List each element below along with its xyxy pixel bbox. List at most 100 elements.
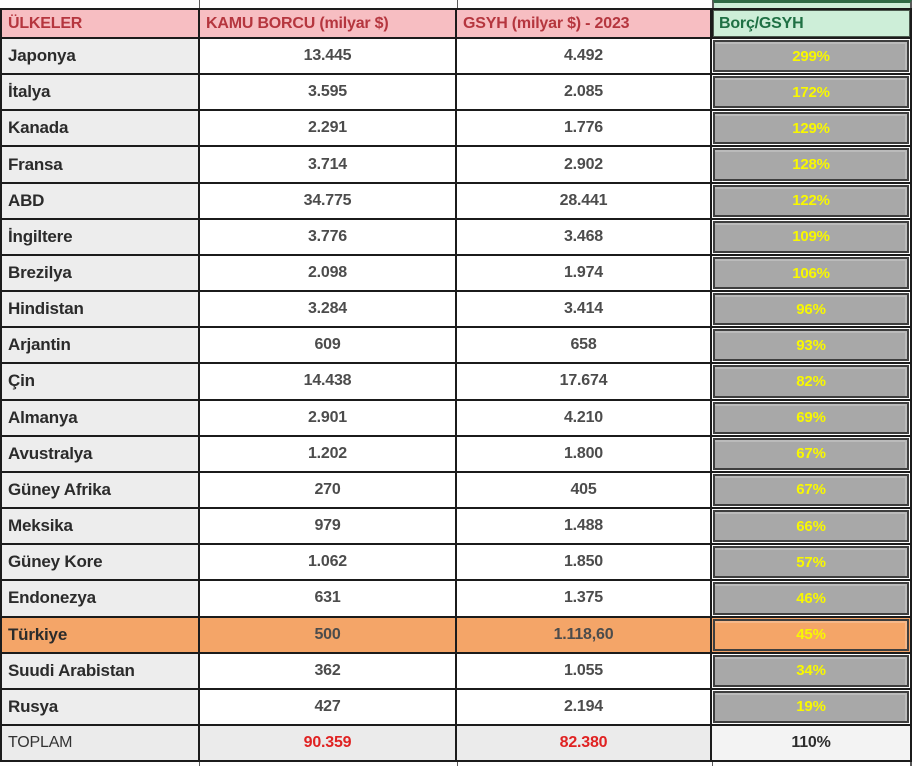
country-cell: Almanya — [2, 400, 200, 435]
gdp-cell: 1.850 — [457, 545, 712, 580]
country-cell: Arjantin — [2, 328, 200, 363]
cutoff-cell — [200, 762, 458, 766]
cutoff-cell — [458, 0, 713, 8]
gdp-cell: 17.674 — [457, 364, 712, 399]
ratio-cell: 45% — [712, 617, 910, 652]
ratio-chip: 67% — [713, 473, 909, 507]
header-gdp: GSYH (milyar $) - 2023 — [457, 10, 712, 37]
country-cell: İngiltere — [2, 219, 200, 254]
table-row: Kanada 2.291 1.776 129% — [2, 111, 910, 148]
gdp-cell: 405 — [457, 472, 712, 508]
ratio-cell: 46% — [712, 581, 910, 616]
debt-cell: 34.775 — [200, 183, 457, 218]
country-cell: Avustralya — [2, 436, 200, 471]
table-row: Almanya 2.901 4.210 69% — [2, 400, 910, 437]
ratio-cell: 128% — [712, 147, 910, 182]
gdp-cell: 1.488 — [457, 509, 712, 544]
debt-cell: 2.291 — [200, 111, 457, 146]
country-cell: Çin — [2, 364, 200, 399]
gdp-cell: 1.375 — [457, 581, 712, 616]
table-row: Güney Kore 1.062 1.850 57% — [2, 545, 910, 582]
country-cell: Fransa — [2, 147, 200, 182]
ratio-chip: 19% — [713, 690, 909, 723]
table-row: Çin 14.438 17.674 82% — [2, 364, 910, 401]
cutoff-row-bottom — [0, 762, 912, 766]
ratio-cell: 34% — [712, 653, 910, 688]
gdp-cell: 28.441 — [457, 183, 712, 218]
debt-cell: 1.202 — [200, 436, 457, 471]
debt-cell: 270 — [200, 472, 457, 508]
cutoff-cell — [0, 0, 200, 8]
country-cell: Kanada — [2, 111, 200, 146]
debt-cell: 3.714 — [200, 147, 457, 182]
country-cell: Rusya — [2, 689, 200, 724]
debt-cell: 2.901 — [200, 400, 457, 435]
ratio-cell: 96% — [712, 292, 910, 327]
ratio-cell: 122% — [712, 183, 910, 218]
ratio-chip: 106% — [713, 256, 909, 290]
ratio-cell: 299% — [712, 39, 910, 74]
ratio-chip: 69% — [713, 401, 909, 434]
country-cell: Suudi Arabistan — [2, 653, 200, 688]
total-ratio-cell: 110% — [712, 726, 910, 760]
table-header-row: ÜLKELER KAMU BORCU (milyar $) GSYH (mily… — [2, 8, 910, 39]
ratio-cell: 67% — [712, 436, 910, 471]
table-row: Avustralya 1.202 1.800 67% — [2, 436, 910, 473]
table-body: Japonya 13.445 4.492 299% İtalya 3.595 2… — [2, 39, 910, 726]
country-cell: Endonezya — [2, 581, 200, 616]
country-cell: Güney Kore — [2, 545, 200, 580]
ratio-cell: 66% — [712, 509, 910, 544]
header-debt-gdp-ratio: Borç/GSYH — [712, 10, 910, 37]
ratio-chip: 96% — [713, 293, 909, 326]
ratio-chip: 93% — [713, 329, 909, 362]
debt-cell: 2.098 — [200, 255, 457, 291]
ratio-chip: 82% — [713, 365, 909, 398]
gdp-cell: 3.468 — [457, 219, 712, 254]
total-label-cell: TOPLAM — [2, 726, 200, 760]
ratio-chip: 34% — [713, 654, 909, 687]
table-row: Hindistan 3.284 3.414 96% — [2, 292, 910, 329]
debt-cell: 14.438 — [200, 364, 457, 399]
ratio-cell: 93% — [712, 328, 910, 363]
debt-cell: 3.776 — [200, 219, 457, 254]
ratio-cell: 19% — [712, 689, 910, 724]
table-row: Fransa 3.714 2.902 128% — [2, 147, 910, 184]
ratio-chip: 172% — [713, 76, 909, 109]
ratio-chip: 299% — [713, 40, 909, 73]
ratio-chip: 109% — [713, 220, 909, 253]
debt-cell: 1.062 — [200, 545, 457, 580]
table-row: Rusya 427 2.194 19% — [2, 689, 910, 726]
cutoff-cell — [713, 762, 912, 766]
debt-cell: 631 — [200, 581, 457, 616]
debt-table: ÜLKELER KAMU BORCU (milyar $) GSYH (mily… — [0, 8, 912, 762]
debt-cell: 362 — [200, 653, 457, 688]
ratio-cell: 129% — [712, 111, 910, 146]
ratio-cell: 172% — [712, 75, 910, 110]
gdp-cell: 3.414 — [457, 292, 712, 327]
header-countries: ÜLKELER — [2, 10, 200, 37]
table-row: Brezilya 2.098 1.974 106% — [2, 255, 910, 293]
cutoff-cell-green — [713, 0, 912, 8]
total-debt-cell: 90.359 — [200, 726, 457, 760]
country-cell: Türkiye — [2, 617, 200, 652]
debt-cell: 3.595 — [200, 75, 457, 110]
debt-cell: 609 — [200, 328, 457, 363]
gdp-cell: 4.492 — [457, 39, 712, 74]
country-cell: İtalya — [2, 75, 200, 110]
country-cell: Meksika — [2, 509, 200, 544]
ratio-cell: 106% — [712, 255, 910, 291]
ratio-chip: 67% — [713, 437, 909, 470]
table-row: İtalya 3.595 2.085 172% — [2, 75, 910, 112]
debt-cell: 3.284 — [200, 292, 457, 327]
table-row: Suudi Arabistan 362 1.055 34% — [2, 653, 910, 690]
ratio-cell: 109% — [712, 219, 910, 254]
country-cell: Brezilya — [2, 255, 200, 291]
gdp-cell: 2.085 — [457, 75, 712, 110]
gdp-cell: 1.118,60 — [457, 617, 712, 652]
cutoff-cell — [0, 762, 200, 766]
table-total-row: TOPLAM 90.359 82.380 110% — [2, 726, 910, 762]
ratio-chip: 46% — [713, 582, 909, 615]
ratio-chip: 122% — [713, 184, 909, 217]
debt-cell: 979 — [200, 509, 457, 544]
